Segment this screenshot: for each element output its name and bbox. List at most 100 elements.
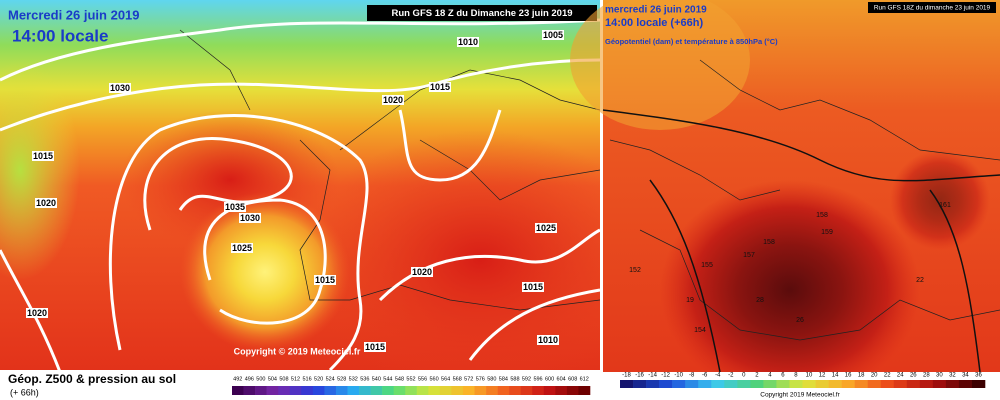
isobar-label: 1030 xyxy=(240,213,260,223)
scale-swatch xyxy=(232,386,244,395)
scale-label: 540 xyxy=(372,376,381,382)
scale-swatch xyxy=(932,380,947,388)
isobar xyxy=(398,109,502,182)
scale-swatch xyxy=(255,386,267,395)
geopotential-line xyxy=(602,109,1000,182)
scale-label: 12 xyxy=(819,373,826,379)
isobar-label-bg xyxy=(239,213,261,223)
scale-swatch xyxy=(633,380,647,388)
scale-swatch xyxy=(659,380,673,388)
isobar-label-bg xyxy=(109,83,131,93)
left-shade xyxy=(0,60,80,280)
scale-swatch xyxy=(646,380,660,388)
isobar-label-bg xyxy=(231,243,253,253)
run-box xyxy=(367,5,597,21)
scale-swatch xyxy=(370,386,383,395)
scale-label: 580 xyxy=(487,376,496,382)
scale-label: 4 xyxy=(768,373,772,379)
isobar-label: 1025 xyxy=(232,243,252,253)
color-scale: -18 -16 -14 -12 -10 -8 -6 -4 -2 0 2 4 6 8 10 12 14 16 18 20… xyxy=(620,373,986,388)
scale-label: 6 xyxy=(781,373,785,379)
isobar-label: 1020 xyxy=(412,267,432,277)
color-scale: 492 496 500 504 508 512 516 520 524 528 532 536 540 5… xyxy=(232,376,591,395)
scale-label: 2 xyxy=(755,373,759,379)
isobar-label: 1015 xyxy=(523,282,543,292)
scale-swatch xyxy=(543,386,556,395)
isobar-label-bg xyxy=(382,95,404,105)
map-label: 161 xyxy=(939,202,951,209)
isobar-label-bg xyxy=(457,37,479,47)
scale-label: 504 xyxy=(268,376,277,382)
isobar-label: 1015 xyxy=(33,151,53,161)
scale-label: 18 xyxy=(858,373,865,379)
map-label: 157 xyxy=(743,252,755,259)
map-date: mercredi 26 juin 2019 xyxy=(605,5,707,16)
scale-label: -4 xyxy=(715,373,721,379)
scale-label: 532 xyxy=(349,376,358,382)
map-label: 159 xyxy=(821,229,833,236)
scale-swatch xyxy=(416,386,429,395)
scale-label: 560 xyxy=(430,376,439,382)
scale-label: 528 xyxy=(337,376,346,382)
scale-swatch xyxy=(750,380,764,388)
isobar-label: 1015 xyxy=(365,342,385,352)
scale-swatch xyxy=(301,386,314,395)
isobar-label: 1025 xyxy=(536,223,556,233)
map-time: 14:00 locale (+66h) xyxy=(605,17,703,29)
coastline xyxy=(179,29,601,311)
scale-label: 536 xyxy=(360,376,369,382)
scale-swatch xyxy=(737,380,751,388)
scale-label: 30 xyxy=(936,373,943,379)
isobar-label-bg xyxy=(411,267,433,277)
scale-label: 500 xyxy=(256,376,265,382)
map-subtitle: Géopotentiel (dam) et température à 850h… xyxy=(605,37,778,46)
scale-swatch xyxy=(867,380,882,388)
right-shade xyxy=(890,150,990,250)
scale-label: 592 xyxy=(522,376,531,382)
isobar xyxy=(203,198,327,325)
isobar-label-bg xyxy=(542,30,564,40)
scale-swatch xyxy=(347,386,360,395)
map-label: 155 xyxy=(701,262,713,269)
isobar-label-bg xyxy=(26,308,48,318)
scale-label: 32 xyxy=(949,373,956,379)
legend-title: Géop. Z500 & pression au sol xyxy=(8,372,176,386)
scale-label: 604 xyxy=(557,376,566,382)
divider xyxy=(600,0,603,400)
coastline xyxy=(609,59,1000,341)
scale-swatch xyxy=(566,386,579,395)
isobar-label: 1020 xyxy=(27,308,47,318)
scale-label: 34 xyxy=(962,373,969,379)
scale-swatch xyxy=(520,386,533,395)
isobar-label: 1030 xyxy=(110,83,130,93)
scale-swatch xyxy=(428,386,441,395)
scale-label: 508 xyxy=(279,376,288,382)
map-labels: 152 155 157 158 159 158 161 154 26 28 19 22 xyxy=(629,202,951,334)
scale-label: 544 xyxy=(383,376,392,382)
scale-label: 612 xyxy=(580,376,589,382)
scale-label: 596 xyxy=(533,376,542,382)
lead-time: (+ 66h) xyxy=(10,387,39,397)
isobar xyxy=(468,288,601,361)
isobar-label: 1005 xyxy=(543,30,563,40)
map-time: 14:00 locale xyxy=(12,26,108,45)
scale-label: 524 xyxy=(326,376,335,382)
scale-label: 588 xyxy=(510,376,519,382)
isobar-label-bg xyxy=(364,342,386,352)
isobar-label-bg xyxy=(535,223,557,233)
scale-swatch xyxy=(266,386,279,395)
copyright: Copyright 2019 Meteociel.fr xyxy=(760,392,840,399)
scale-swatch xyxy=(880,380,895,388)
scale-label: 28 xyxy=(923,373,930,379)
isobar xyxy=(0,58,601,132)
scale-label: 16 xyxy=(845,373,852,379)
scale-label: -10 xyxy=(674,373,683,379)
isobar-label-bg xyxy=(224,202,246,212)
scale-swatch xyxy=(312,386,325,395)
scale-label: -8 xyxy=(689,373,695,379)
left-shade xyxy=(300,130,660,390)
scale-swatch xyxy=(841,380,855,388)
